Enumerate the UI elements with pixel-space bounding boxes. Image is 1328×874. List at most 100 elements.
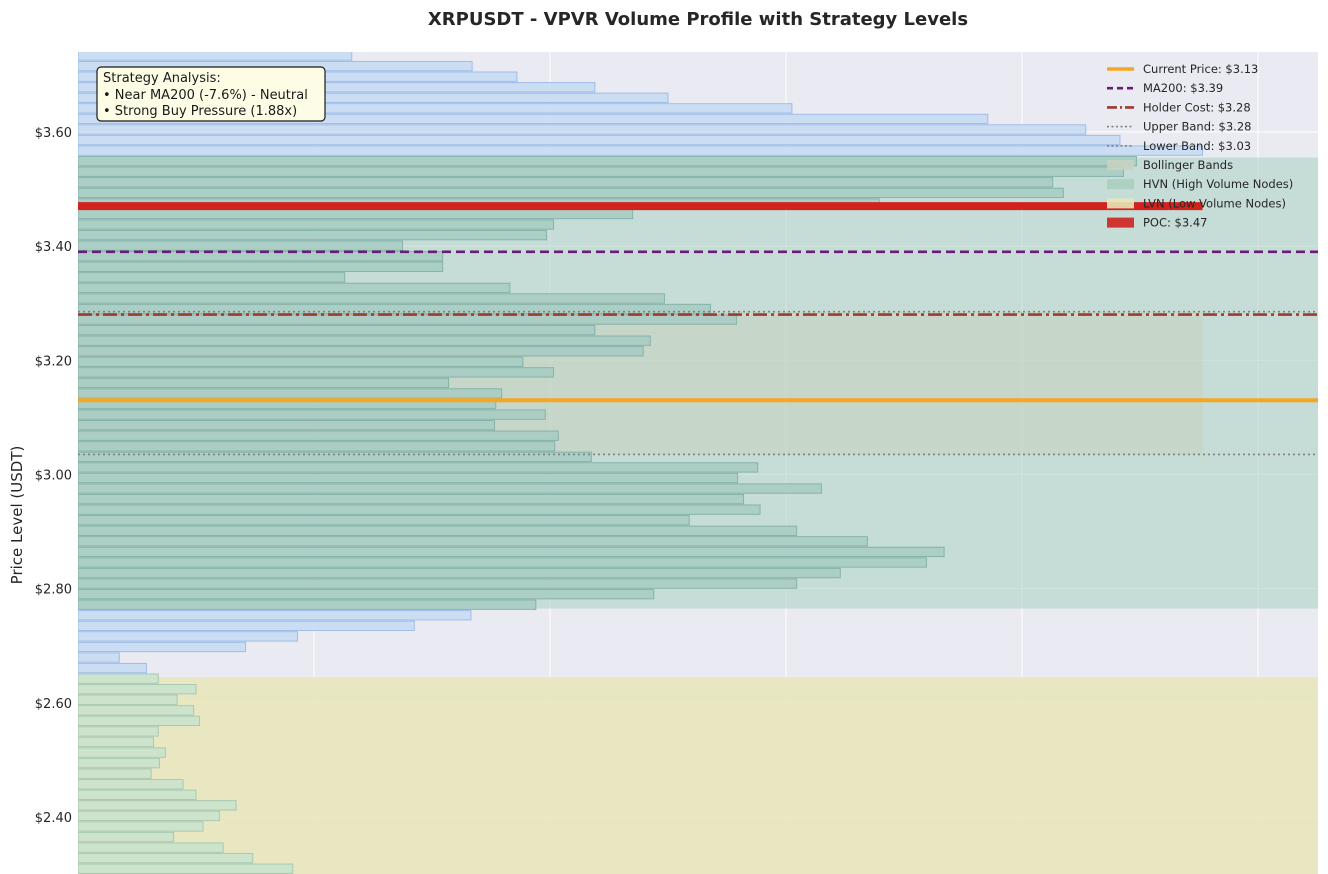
- volume-bar: [78, 134, 1121, 146]
- volume-bar: [78, 82, 596, 93]
- volume-bar: [78, 451, 592, 463]
- volume-bar: [78, 515, 690, 526]
- strategy-line-1: • Near MA200 (-7.6%) - Neutral: [103, 88, 308, 103]
- volume-bar: [78, 92, 669, 103]
- volume-bar: [78, 272, 346, 283]
- volume-bar: [78, 409, 546, 420]
- volume-bar: [78, 324, 596, 336]
- chart-title: XRPUSDT - VPVR Volume Profile with Strat…: [428, 9, 968, 30]
- volume-bar: [78, 673, 159, 684]
- volume-bar: [78, 19, 401, 28]
- volume-bar: [78, 599, 537, 610]
- volume-bar: [78, 155, 1137, 167]
- volume-bar: [78, 747, 166, 758]
- volume-bar: [78, 757, 160, 769]
- volume-bar: [78, 768, 152, 779]
- volume-bar: [78, 652, 120, 663]
- volume-bar: [78, 705, 195, 716]
- volume-bar: [78, 610, 472, 621]
- volume-bar: [78, 113, 989, 125]
- volume-bar: [78, 420, 496, 431]
- volume-bar: [78, 631, 298, 642]
- y-tick-label: $2.40: [35, 811, 72, 826]
- volume-bar: [78, 282, 511, 294]
- volume-bar: [78, 588, 655, 600]
- volume-bar: [78, 335, 651, 346]
- volume-bar: [78, 483, 822, 494]
- volume-bar: [78, 177, 1054, 188]
- legend-label: Lower Band: $3.03: [1143, 139, 1251, 153]
- y-tick-label: $3.60: [35, 126, 72, 141]
- volume-bar: [78, 103, 793, 114]
- volume-bar: [78, 187, 1064, 199]
- y-axis-label: Price Level (USDT): [8, 446, 26, 585]
- legend-label: Bollinger Bands: [1143, 158, 1233, 172]
- volume-bar: [78, 726, 159, 737]
- legend-label: Current Price: $3.13: [1143, 62, 1258, 76]
- legend-label: POC: $3.47: [1143, 216, 1207, 230]
- volume-bar: [78, 208, 634, 220]
- legend-entry: LVN (Low Volume Nodes): [1107, 196, 1286, 210]
- volume-bar: [78, 831, 175, 843]
- y-tick-label: $3.20: [35, 354, 72, 369]
- legend-entry: MA200: $3.39: [1107, 81, 1223, 95]
- volume-bar: [78, 578, 798, 589]
- y-tick-label: $2.80: [35, 583, 72, 598]
- legend-entry: Bollinger Bands: [1107, 158, 1233, 172]
- volume-bar: [78, 852, 254, 864]
- volume-bar: [78, 52, 353, 61]
- poc-bar: [78, 202, 1203, 211]
- legend-label: HVN (High Volume Nodes): [1143, 177, 1293, 191]
- volume-bar: [78, 620, 415, 632]
- volume-bar: [78, 662, 147, 674]
- volume-bar: [78, 166, 1124, 177]
- volume-bar: [78, 641, 247, 653]
- legend-entry: HVN (High Volume Nodes): [1107, 177, 1293, 191]
- volume-bar: [78, 367, 555, 378]
- volume-bar: [78, 441, 556, 452]
- volume-bar: [78, 472, 739, 484]
- volume-bar: [78, 261, 444, 272]
- strategy-line-2: • Strong Buy Pressure (1.88x): [103, 104, 297, 119]
- volume-bar: [78, 30, 411, 39]
- legend-entry: Current Price: $3.13: [1107, 62, 1258, 76]
- legend-entry: Upper Band: $3.28: [1107, 120, 1251, 134]
- volume-bar: [78, 821, 204, 832]
- volume-bar: [78, 863, 294, 874]
- legend-swatch: [1107, 198, 1134, 209]
- volume-bar: [78, 789, 197, 800]
- legend-entry: Lower Band: $3.03: [1107, 139, 1251, 153]
- volume-bar: [78, 779, 184, 790]
- volume-bar: [78, 219, 555, 230]
- legend-label: LVN (Low Volume Nodes): [1143, 196, 1286, 210]
- legend-label: Upper Band: $3.28: [1143, 120, 1251, 134]
- strategy-heading: Strategy Analysis:: [103, 71, 221, 86]
- volume-bar: [78, 346, 644, 357]
- legend-label: MA200: $3.39: [1143, 81, 1223, 95]
- volume-bar: [78, 715, 201, 727]
- volume-bar: [78, 800, 237, 811]
- volume-bar: [78, 229, 547, 241]
- volume-bar: [78, 124, 1087, 135]
- legend-entry: Holder Cost: $3.28: [1107, 100, 1251, 114]
- strategy-analysis-box: Strategy Analysis: • Near MA200 (-7.6%) …: [96, 66, 326, 122]
- volume-bar: [78, 525, 798, 536]
- volume-bar: [78, 504, 761, 515]
- volume-bar: [78, 303, 711, 315]
- legend-entry: POC: $3.47: [1107, 216, 1207, 230]
- volume-bar: [78, 493, 745, 505]
- volume-bar: [78, 388, 503, 399]
- volume-bar: [78, 377, 450, 389]
- volume-bar: [78, 145, 1204, 156]
- legend: Current Price: $3.13 MA200: $3.39 Holder C…: [1107, 62, 1293, 230]
- y-tick-label: $2.60: [35, 697, 72, 712]
- legend-label: Holder Cost: $3.28: [1143, 100, 1251, 114]
- volume-bar: [78, 842, 224, 853]
- y-tick-label: $3.00: [35, 468, 72, 483]
- volume-bar: [78, 314, 737, 325]
- volume-bar: [78, 40, 400, 49]
- volume-bar: [78, 557, 927, 568]
- volume-bar: [78, 356, 524, 368]
- volume-bar: [78, 293, 665, 304]
